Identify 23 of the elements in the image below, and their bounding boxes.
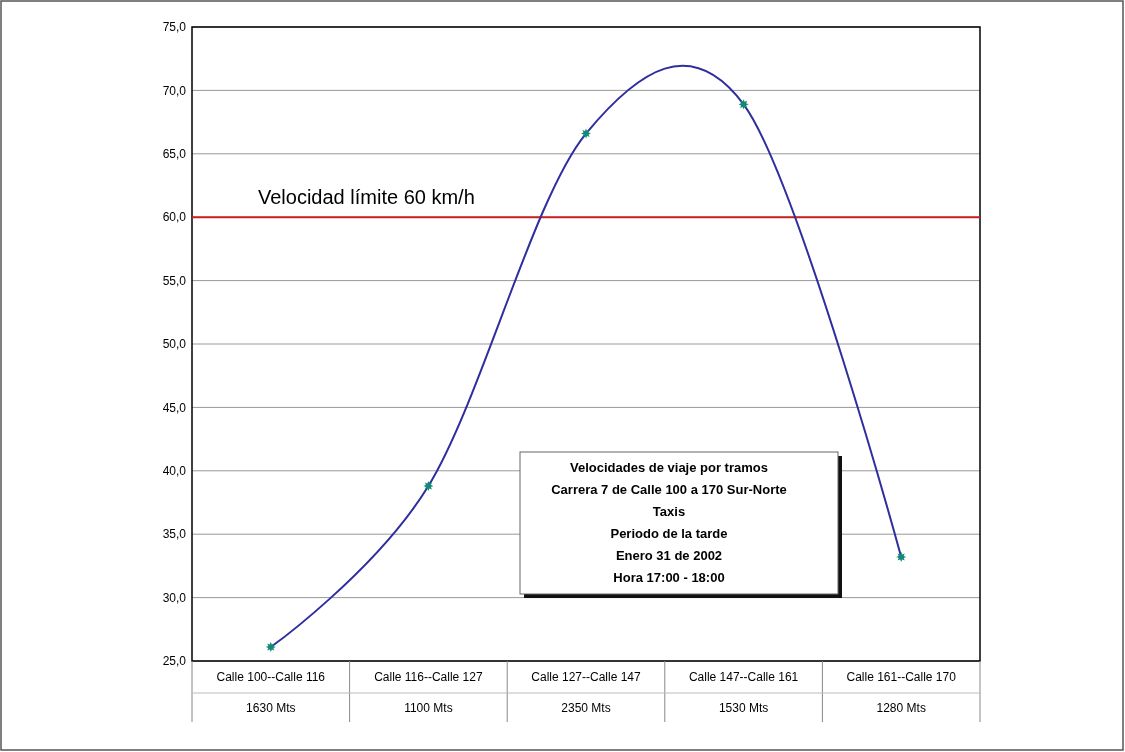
y-tick-label: 55,0 [162, 273, 187, 288]
y-tick-label: 30,0 [162, 590, 187, 605]
text: 1530 Mts [718, 701, 769, 715]
text: 2350 Mts [561, 701, 611, 715]
y-tick-label: 25,0 [162, 654, 187, 669]
y-tick-label: 70,0 [162, 83, 187, 98]
y-tick-label: 60,0 [162, 210, 187, 225]
y-tick-label: 35,0 [162, 527, 187, 542]
y-tick-label: 50,0 [162, 337, 187, 352]
text: 1100 Mts [404, 701, 453, 715]
y-tick-label: 75,0 [162, 20, 187, 35]
x-tick-label: Calle 127--Calle 147 [531, 670, 642, 684]
text: 1280 Mts [876, 701, 926, 715]
x-tick-label: Calle 147--Calle 161 [688, 670, 799, 684]
text: 1630 Mts [246, 701, 296, 715]
y-tick-label: 40,0 [162, 464, 187, 478]
text-box: Velocidades de viaje por tramos Carrera 7 de Calle 100 a 170 Sur-Norte Taxis Periodo de la tarde Enero 31 de 2002 Hora 17:00 - 18:00 [519, 451, 842, 598]
y-tick-label: 45,0 [162, 400, 187, 415]
x-tick-label: Calle 161--Calle 170 [846, 670, 957, 684]
y-tick-label: 65,0 [162, 147, 187, 161]
ref-line-label: Velocidad límite 60 km/h [258, 186, 475, 209]
x-tick-label: Calle 100--Calle 116 [216, 670, 326, 684]
x-tick-label: Calle 116--Calle 127 [374, 670, 483, 684]
